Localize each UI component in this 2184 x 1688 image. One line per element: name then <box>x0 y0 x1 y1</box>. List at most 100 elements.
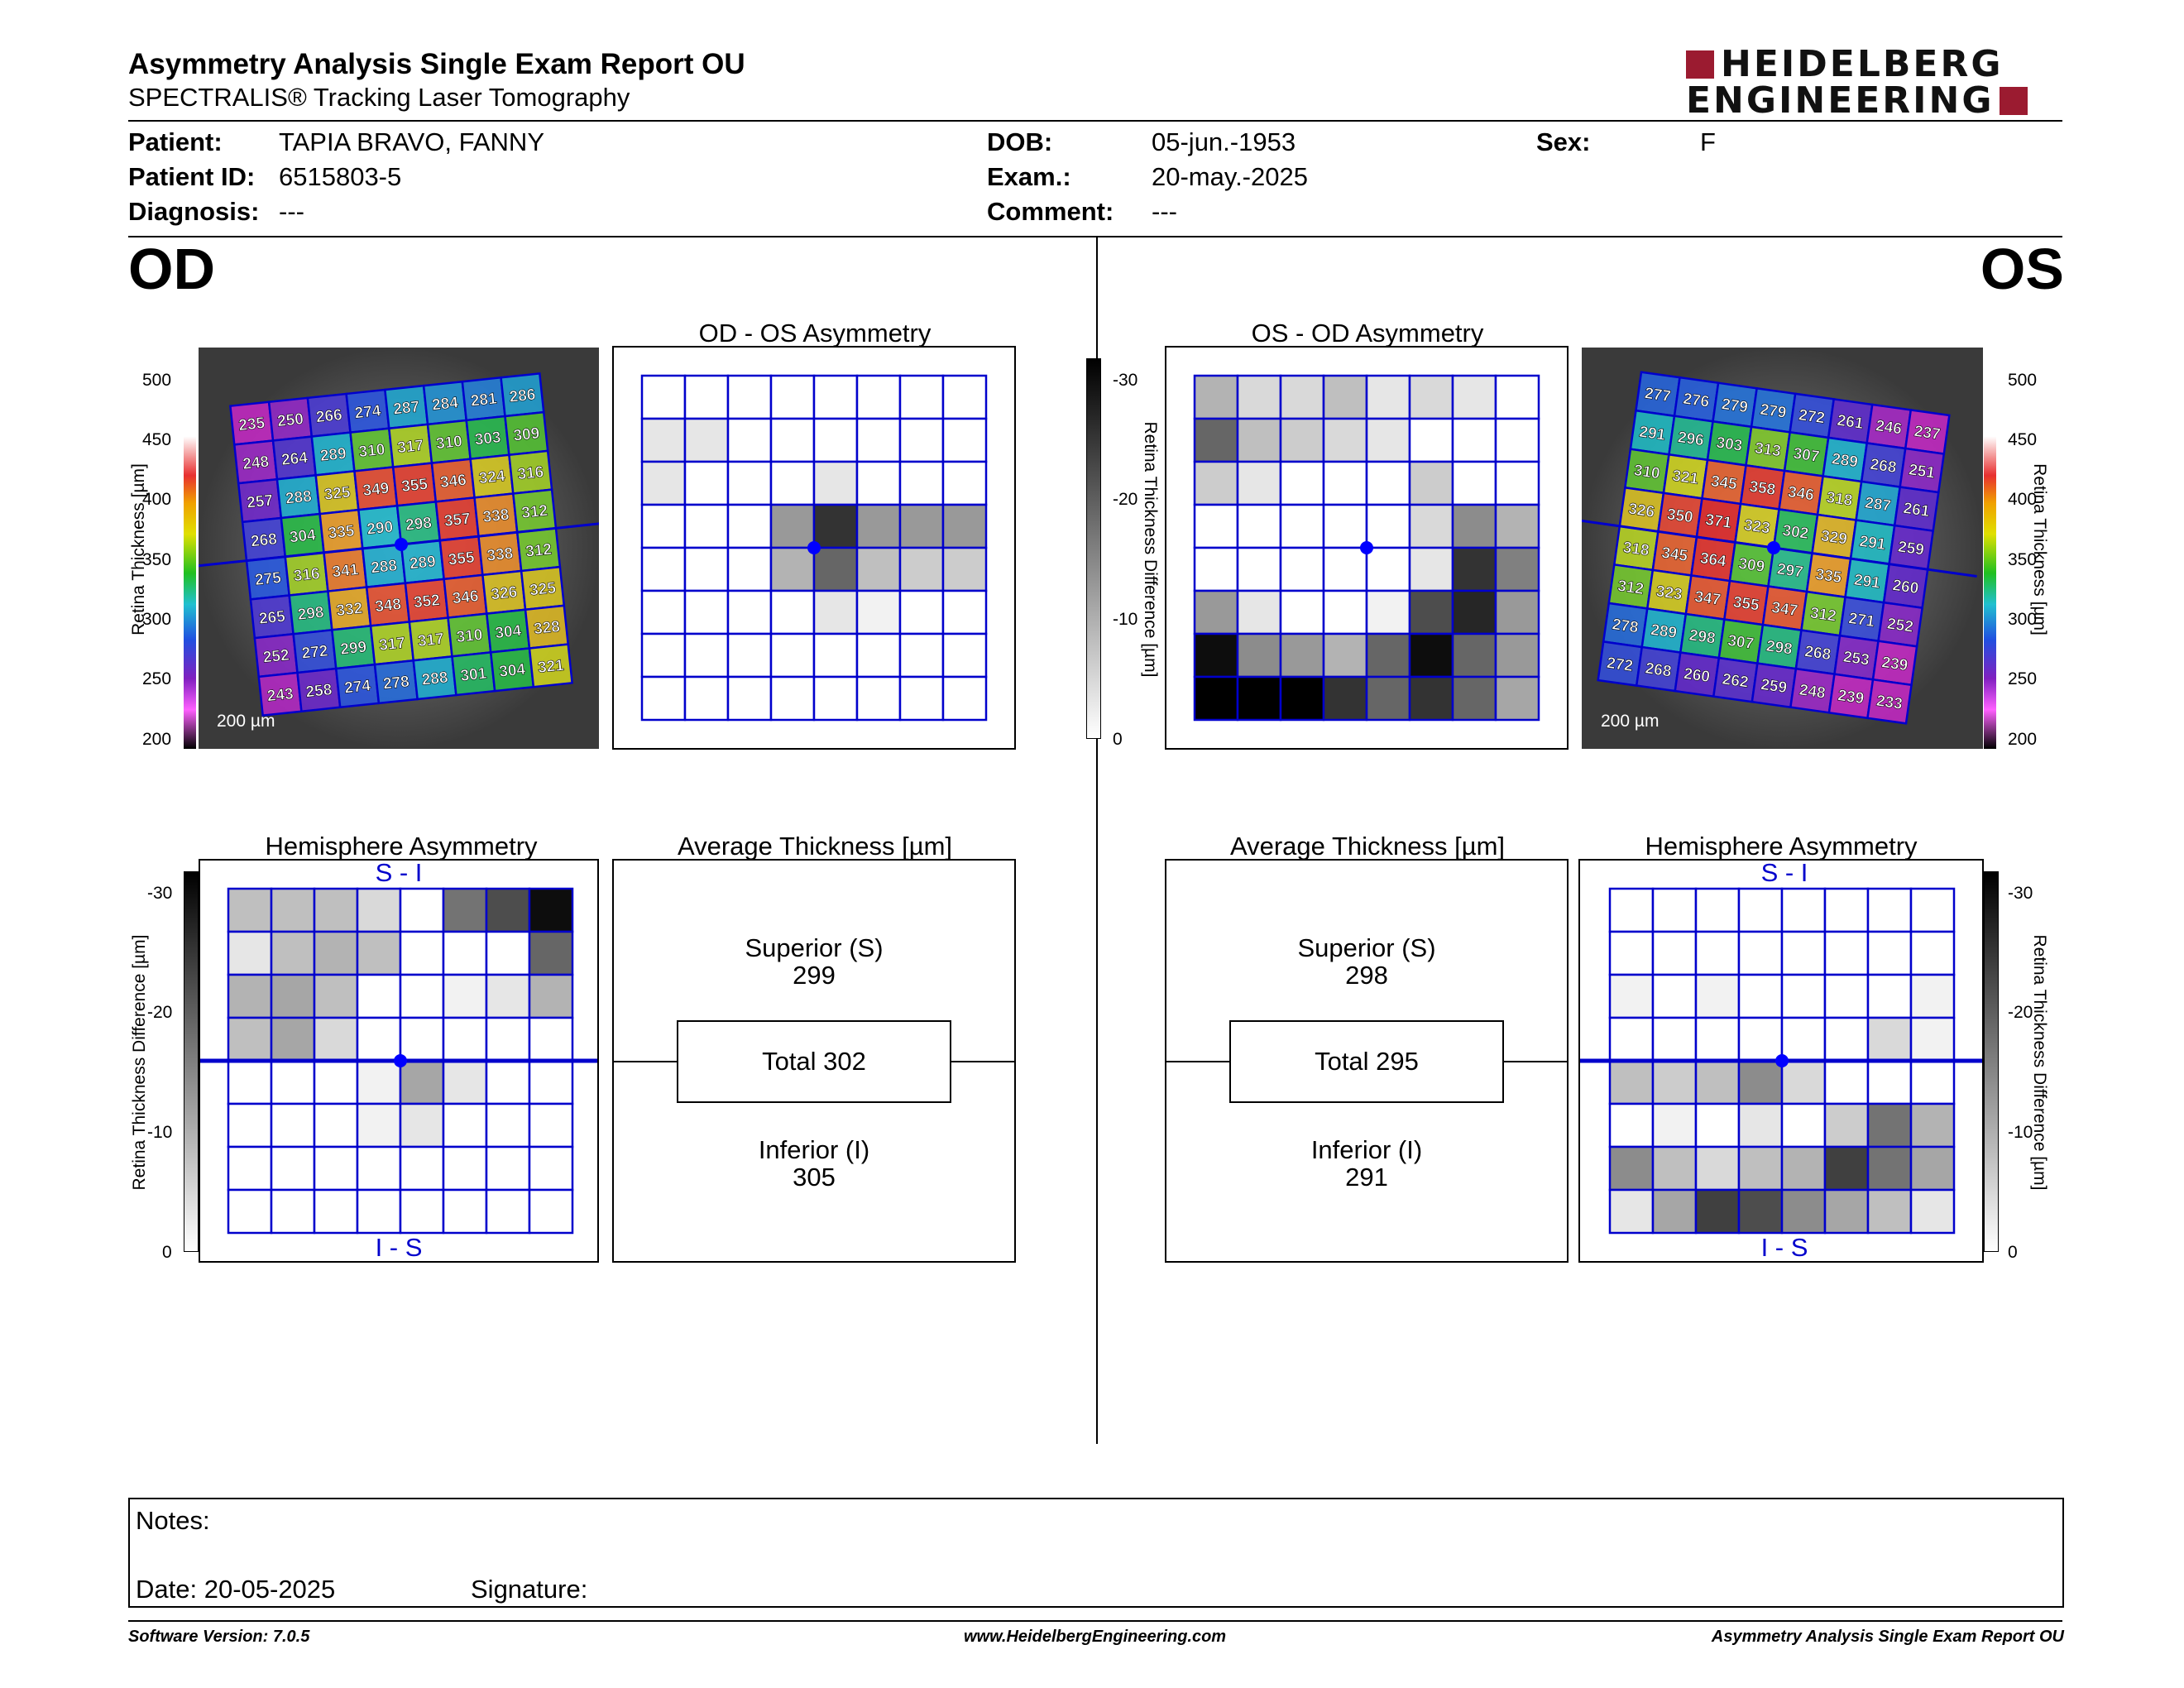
os-hemi-cell <box>1737 1102 1784 1149</box>
od-superior-label: Superior (S) <box>745 933 884 962</box>
os-map-cell-value: 318 <box>1825 489 1853 510</box>
od-hemi-cell <box>442 887 488 933</box>
comment-label: Comment: <box>987 197 1114 226</box>
os-asym-cell <box>1279 546 1325 592</box>
os-hemi-cell <box>1694 887 1741 933</box>
os-map-cell-value: 303 <box>1715 434 1743 455</box>
os-asym-cell <box>1193 632 1239 679</box>
od-map-cell-value: 272 <box>301 643 329 663</box>
footer-website[interactable]: www.HeidelbergEngineering.com <box>964 1628 1227 1646</box>
os-map-cell-value: 253 <box>1842 649 1870 669</box>
od-asym-cell <box>855 675 902 722</box>
od-hemi-cell <box>485 1102 531 1149</box>
od-asym-cell <box>855 374 902 420</box>
od-asym-cell <box>726 589 773 635</box>
os-map-cell-value: 345 <box>1660 544 1689 565</box>
center-diff-axis-label: Retina Thickness Difference [µm] <box>1141 421 1160 678</box>
od-map-cell-value: 312 <box>524 541 553 561</box>
os-asym-cell <box>1236 675 1282 722</box>
od-asym-cell <box>769 546 816 592</box>
notes-box[interactable] <box>128 1498 2064 1608</box>
os-map-cell-value: 310 <box>1633 462 1661 482</box>
os-hemi-cell <box>1694 1145 1741 1192</box>
os-asym-cell <box>1279 589 1325 635</box>
od-map-cell-value: 284 <box>431 394 459 414</box>
os-hemi-cell <box>1866 1188 1913 1235</box>
od-asym-cell <box>683 417 730 463</box>
od-hemi-cell <box>356 1016 402 1062</box>
od-superior-value: 299 <box>793 961 836 990</box>
os-hemi-cell <box>1780 1102 1827 1149</box>
os-asym-cell <box>1408 589 1454 635</box>
od-map-cell-value: 317 <box>417 631 445 650</box>
od-hemi-cell <box>399 1059 445 1105</box>
header-divider <box>128 120 2062 122</box>
os-hemi-cell <box>1694 973 1741 1019</box>
od-hemi-title: Hemisphere Asymmetry <box>265 832 538 861</box>
od-hemi-cell <box>485 1188 531 1235</box>
od-asym-cell <box>855 632 902 679</box>
center-tick-10: -10 <box>1113 610 1138 629</box>
od-map-fovea-dot <box>395 538 408 551</box>
os-map-cell-value: 239 <box>1837 687 1865 707</box>
od-asym-cell <box>683 460 730 506</box>
os-asym-cell <box>1279 460 1325 506</box>
od-map-cell-value: 346 <box>452 587 480 607</box>
sex-value: F <box>1700 127 1716 156</box>
diagnosis-value: --- <box>279 197 304 226</box>
os-asym-cell <box>1322 460 1368 506</box>
od-hemi-cell <box>356 1145 402 1192</box>
od-map-cell-value: 298 <box>405 515 433 535</box>
od-hemi-cell <box>313 1188 359 1235</box>
os-hemi-cell <box>1866 1145 1913 1192</box>
os-asym-cell <box>1193 589 1239 635</box>
os-map-cell-value: 323 <box>1655 583 1683 603</box>
od-hemi-cell <box>227 1016 273 1062</box>
od-hemi-cell <box>485 1016 531 1062</box>
od-map-cell-value: 352 <box>413 592 441 611</box>
od-map-cell-value: 328 <box>533 618 561 638</box>
os-hemi-cell <box>1866 887 1913 933</box>
od-hemi-cell <box>356 1188 402 1235</box>
os-asym-cell <box>1193 460 1239 506</box>
od-hemi-cell <box>313 930 359 976</box>
os-hemi-title: Hemisphere Asymmetry <box>1645 832 1918 861</box>
os-asym-cell <box>1494 589 1540 635</box>
od-map-cell-value: 274 <box>354 402 382 422</box>
od-hemi-cell <box>442 973 488 1019</box>
os-hemi-cell <box>1737 887 1784 933</box>
od-asym-cell <box>769 417 816 463</box>
od-hemi-cell <box>356 1102 402 1149</box>
os-hemi-cell <box>1780 887 1827 933</box>
os-hemi-cell <box>1909 973 1956 1019</box>
od-map-grid: 235 250 266 274 287 284 281 286 248 264 289 310 317 3… <box>199 372 599 717</box>
od-map-cell-value: 317 <box>396 437 424 457</box>
os-asym-cell <box>1365 632 1411 679</box>
os-map-cell-value: 268 <box>1803 643 1832 664</box>
od-map-cell-value: 287 <box>392 398 420 418</box>
os-asym-cell <box>1451 589 1497 635</box>
os-scale-bar-label: 200 µm <box>1601 712 1660 731</box>
od-hemi-tick-30: -30 <box>147 884 173 903</box>
os-asym-cell <box>1408 503 1454 549</box>
od-map-cell-value: 309 <box>513 424 541 444</box>
od-map-cell-value: 357 <box>443 511 472 530</box>
od-hemi-cell <box>399 1102 445 1149</box>
od-map-cell-value: 290 <box>366 518 394 538</box>
os-asym-cell <box>1236 374 1282 420</box>
od-map-cell-value: 321 <box>537 657 565 677</box>
od-asym-cell <box>683 503 730 549</box>
od-hemi-cell <box>528 1102 574 1149</box>
footer-software: Software Version: 7.0.5 <box>128 1628 310 1646</box>
od-hemi-cell <box>313 1059 359 1105</box>
od-asym-cell <box>683 632 730 679</box>
od-hemi-cell <box>399 930 445 976</box>
od-map-cell-value: 349 <box>362 480 390 500</box>
os-hemi-tick-20: -20 <box>2008 1003 2033 1022</box>
logo-line1: HEIDELBERG <box>1721 43 2004 85</box>
od-hemi-cell <box>485 973 531 1019</box>
logo-square-icon <box>1999 87 2028 115</box>
od-tick-350: 350 <box>142 550 172 569</box>
os-map-cell-value: 312 <box>1809 605 1837 626</box>
os-map-cell-value: 326 <box>1627 501 1655 521</box>
